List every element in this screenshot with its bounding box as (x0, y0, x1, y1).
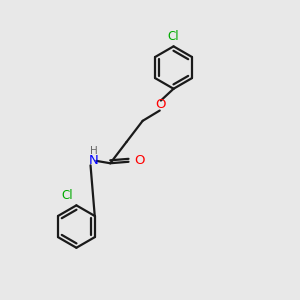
Text: Cl: Cl (168, 30, 179, 43)
Text: Cl: Cl (61, 189, 73, 202)
Text: H: H (90, 146, 98, 156)
Text: N: N (89, 154, 99, 167)
Text: O: O (155, 98, 166, 111)
Text: O: O (134, 154, 144, 167)
